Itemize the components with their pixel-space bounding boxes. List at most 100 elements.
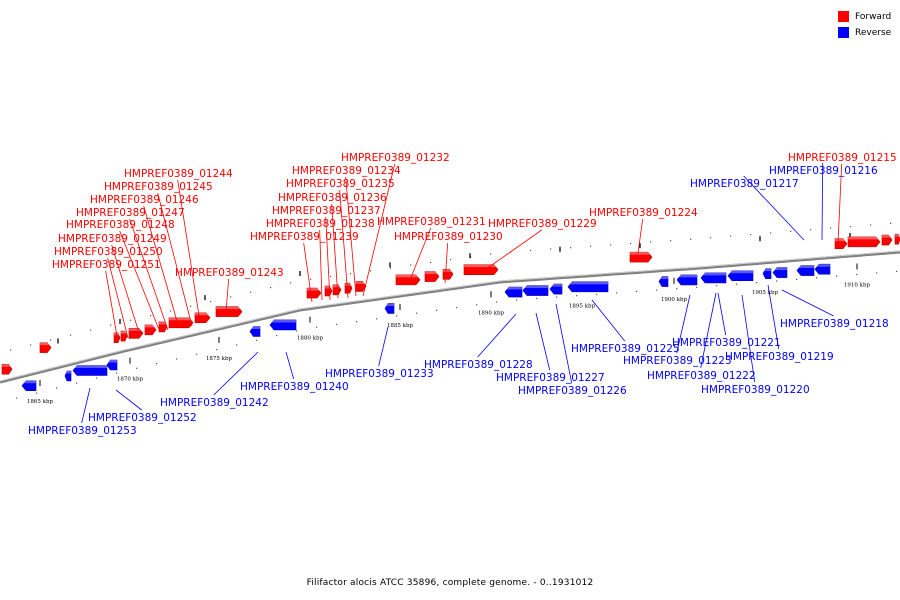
gene-shine: [882, 235, 892, 238]
forward-gene-label: HMPREF0389_01215: [788, 152, 897, 164]
leader-line: [339, 189, 349, 299]
label-leader-lines: [81, 162, 843, 424]
minor-tick-lower: [436, 309, 438, 311]
gene-shine: [129, 328, 143, 331]
gene-shine: [121, 331, 127, 334]
tick-label: 1895 kbp: [569, 303, 596, 309]
minor-tick-upper: [630, 242, 632, 245]
minor-tick-upper: [830, 227, 832, 229]
reverse-gene: [762, 268, 772, 279]
gene-shine: [65, 371, 71, 374]
minor-tick-upper: [550, 248, 552, 250]
leader-line: [481, 229, 542, 273]
minor-tick-upper: [610, 244, 612, 246]
minor-tick-lower: [536, 297, 538, 300]
forward-gene-label: HMPREF0389_01235: [286, 178, 395, 190]
tick-label: 1910 kbp: [844, 282, 871, 288]
forward-gene: [629, 251, 653, 263]
leader-line: [331, 203, 339, 299]
gene-shine: [345, 283, 352, 286]
minor-tick-upper: [710, 237, 712, 239]
minor-tick-upper: [150, 315, 152, 317]
reverse-gene: [64, 370, 72, 382]
reverse-gene: [249, 326, 261, 337]
leader-line: [143, 205, 180, 329]
minor-tick-upper: [890, 222, 892, 224]
minor-tick-lower: [36, 392, 38, 394]
gene-shine: [22, 380, 36, 384]
gene-shine: [250, 326, 260, 329]
minor-tick-lower: [76, 382, 78, 384]
reverse-gene: [772, 267, 788, 278]
tick-label: 1905 kbp: [752, 290, 779, 296]
leader-line: [781, 289, 834, 317]
minor-tick-upper: [210, 301, 212, 303]
reverse-gene-label: HMPREF0389_01252: [88, 412, 197, 424]
forward-gene: [39, 342, 52, 353]
minor-tick-lower: [336, 323, 338, 325]
minor-tick-upper: [70, 334, 72, 336]
minor-tick-upper: [250, 291, 252, 293]
minor-tick-upper: [650, 241, 652, 243]
minor-tick-lower: [316, 326, 318, 328]
leader-line: [319, 229, 323, 301]
minor-tick-upper: [850, 226, 852, 228]
minor-tick-lower: [516, 299, 518, 301]
minor-tick-lower: [856, 274, 858, 276]
minor-tick-upper: [330, 275, 332, 277]
forward-gene: [424, 271, 440, 282]
gene-shine: [73, 365, 107, 368]
gene-shine: [325, 286, 332, 289]
gene-shine: [159, 321, 167, 325]
gene-shine: [270, 319, 296, 323]
minor-tick-upper: [430, 261, 432, 263]
minor-tick-lower: [596, 293, 598, 295]
minor-tick-upper: [730, 235, 732, 237]
reverse-gene-label: HMPREF0389_01227: [496, 372, 605, 384]
forward-gene-label: HMPREF0389_01239: [250, 231, 359, 243]
minor-tick-upper: [310, 278, 312, 280]
tick-label: 1870 kbp: [117, 377, 144, 383]
tick-label: 1885 kbp: [387, 323, 414, 329]
minor-tick-lower: [376, 318, 378, 320]
gene-features: [1, 233, 900, 392]
leader-line: [81, 387, 91, 424]
leader-line: [303, 242, 313, 303]
forward-gene-label: HMPREF0389_01250: [54, 246, 163, 258]
reverse-gene-label: HMPREF0389_01223: [623, 355, 732, 367]
reverse-gene: [658, 276, 669, 287]
minor-tick-upper: [670, 240, 672, 242]
minor-tick-lower: [636, 290, 638, 293]
minor-tick-lower: [96, 377, 98, 379]
minor-tick-lower: [556, 296, 558, 298]
leader-line: [378, 326, 389, 367]
minor-tick-upper: [230, 296, 232, 298]
minor-tick-lower: [256, 339, 258, 341]
reverse-gene-label: HMPREF0389_01219: [725, 351, 834, 363]
legend-reverse-label: Reverse: [855, 27, 892, 38]
leader-line: [111, 244, 141, 337]
reverse-gene-label: HMPREF0389_01222: [647, 370, 756, 382]
gene-shine: [145, 324, 156, 328]
gene-shine: [307, 288, 321, 291]
minor-tick-lower: [116, 372, 118, 374]
legend: Forward Reverse: [838, 9, 900, 41]
minor-tick-lower: [356, 321, 358, 323]
forward-gene: [881, 234, 893, 246]
leader-line: [362, 163, 396, 297]
minor-tick-lower: [776, 280, 778, 282]
forward-gene-label: HMPREF0389_01236: [278, 192, 387, 204]
minor-tick-lower: [756, 282, 758, 284]
minor-tick-upper: [130, 319, 132, 321]
minor-tick-lower: [896, 270, 898, 272]
minor-tick-lower: [416, 312, 418, 314]
gene-shine: [659, 276, 668, 280]
gene-labels: HMPREF0389_01244HMPREF0389_01245HMPREF03…: [28, 152, 897, 437]
reverse-gene-label: HMPREF0389_01253: [28, 425, 137, 437]
reverse-gene: [21, 380, 37, 392]
minor-tick-lower: [616, 292, 618, 294]
tick-label: 1865 kbp: [27, 399, 54, 405]
minor-tick-lower: [876, 272, 878, 274]
forward-gene: [168, 317, 194, 329]
forward-gene-label: HMPREF0389_01244: [124, 168, 233, 180]
